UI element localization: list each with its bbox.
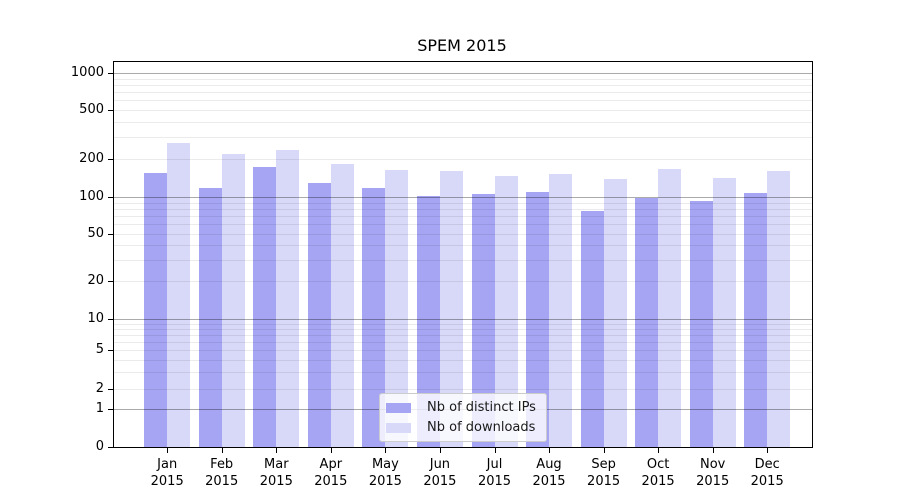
bar-ips-aug (526, 191, 549, 447)
y-tick-mark (108, 73, 113, 74)
y-tick-label: 500 (79, 102, 104, 117)
bar-ips-may (362, 188, 386, 447)
bar-ips-sep (580, 211, 604, 447)
x-tick-label: Apr 2015 (314, 457, 348, 489)
bar-downloads-jul (494, 175, 518, 447)
bar-downloads-dec (767, 170, 791, 447)
x-tick-mark (221, 448, 223, 453)
legend-label: Nb of downloads (427, 420, 536, 435)
bar-downloads-may (385, 170, 409, 447)
bar-downloads-nov (712, 178, 736, 447)
bar-downloads-apr (330, 163, 354, 447)
y-tick-label: 20 (87, 273, 104, 288)
legend-swatch-distinct-ips (386, 402, 411, 413)
x-tick-label: Jun 2015 (423, 457, 457, 489)
bar-downloads-aug (549, 174, 572, 447)
y-tick-mark (108, 319, 113, 320)
x-tick-mark (330, 448, 332, 453)
bar-ips-nov (689, 200, 713, 447)
bar-ips-apr (307, 182, 331, 447)
x-tick-mark (603, 448, 605, 453)
legend-item: Nb of distinct IPs (386, 399, 536, 416)
y-tick-label: 200 (79, 151, 104, 166)
y-tick-label: 1000 (70, 65, 104, 80)
y-tick-label: 1 (95, 401, 104, 416)
x-tick-mark (385, 448, 387, 453)
y-tick-mark (108, 409, 113, 410)
y-tick-mark (108, 447, 113, 448)
y-tick-label: 5 (95, 342, 104, 357)
bars-layer (114, 62, 812, 447)
bar-downloads-oct (658, 168, 682, 447)
x-tick-label: Mar 2015 (259, 457, 293, 489)
bar-ips-mar (253, 167, 277, 447)
bar-downloads-jun (439, 171, 463, 447)
legend-item: Nb of downloads (386, 419, 536, 436)
x-tick-label: Oct 2015 (641, 457, 675, 489)
x-tick-label: Jul 2015 (477, 457, 512, 489)
x-tick-mark (767, 448, 769, 453)
x-tick-label: May 2015 (368, 457, 402, 489)
x-tick-mark (712, 448, 714, 453)
x-tick-mark (549, 448, 550, 453)
y-tick-label: 2 (95, 381, 104, 396)
legend: Nb of distinct IPs Nb of downloads (379, 393, 547, 442)
x-tick-mark (276, 448, 278, 453)
y-tick-label: 100 (79, 189, 104, 204)
y-tick-mark (108, 159, 113, 160)
y-tick-mark (108, 234, 113, 235)
bar-ips-jul (471, 194, 495, 447)
y-tick-label: 10 (87, 311, 104, 326)
plot-area: 0 1 2 5 10 20 50 100 200 500 1000 Jan 2015 Feb 2015 Ma… (71, 61, 813, 489)
x-tick-mark (167, 448, 169, 453)
x-tick-label: Sep 2015 (587, 457, 621, 489)
x-tick-label: Aug 2015 (532, 457, 566, 489)
x-tick-label: Feb 2015 (205, 457, 239, 489)
bar-ips-jan (144, 173, 168, 447)
x-tick-label: Jan 2015 (150, 457, 184, 489)
bar-ips-jun (416, 195, 440, 447)
legend-swatch-downloads (386, 422, 411, 433)
bar-downloads-sep (603, 179, 627, 447)
y-tick-mark (108, 389, 113, 390)
y-tick-mark (108, 281, 113, 282)
x-tick-mark (494, 448, 496, 453)
legend-label: Nb of distinct IPs (427, 400, 536, 415)
bar-ips-oct (635, 197, 659, 447)
bar-downloads-jan (167, 143, 191, 447)
x-tick-mark (439, 448, 441, 453)
bar-downloads-mar (276, 150, 300, 447)
bar-ips-feb (198, 188, 222, 447)
y-tick-mark (108, 197, 113, 198)
y-tick-label: 0 (95, 439, 104, 454)
bar-downloads-feb (221, 153, 245, 447)
x-tick-label: Dec 2015 (750, 457, 784, 489)
y-tick-label: 50 (87, 226, 104, 241)
chart-title: SPEM 2015 (417, 36, 507, 55)
y-tick-mark (108, 110, 113, 111)
x-tick-mark (658, 448, 660, 453)
bar-ips-dec (744, 193, 768, 447)
x-tick-label: Nov 2015 (696, 457, 730, 489)
y-tick-mark (108, 350, 113, 351)
